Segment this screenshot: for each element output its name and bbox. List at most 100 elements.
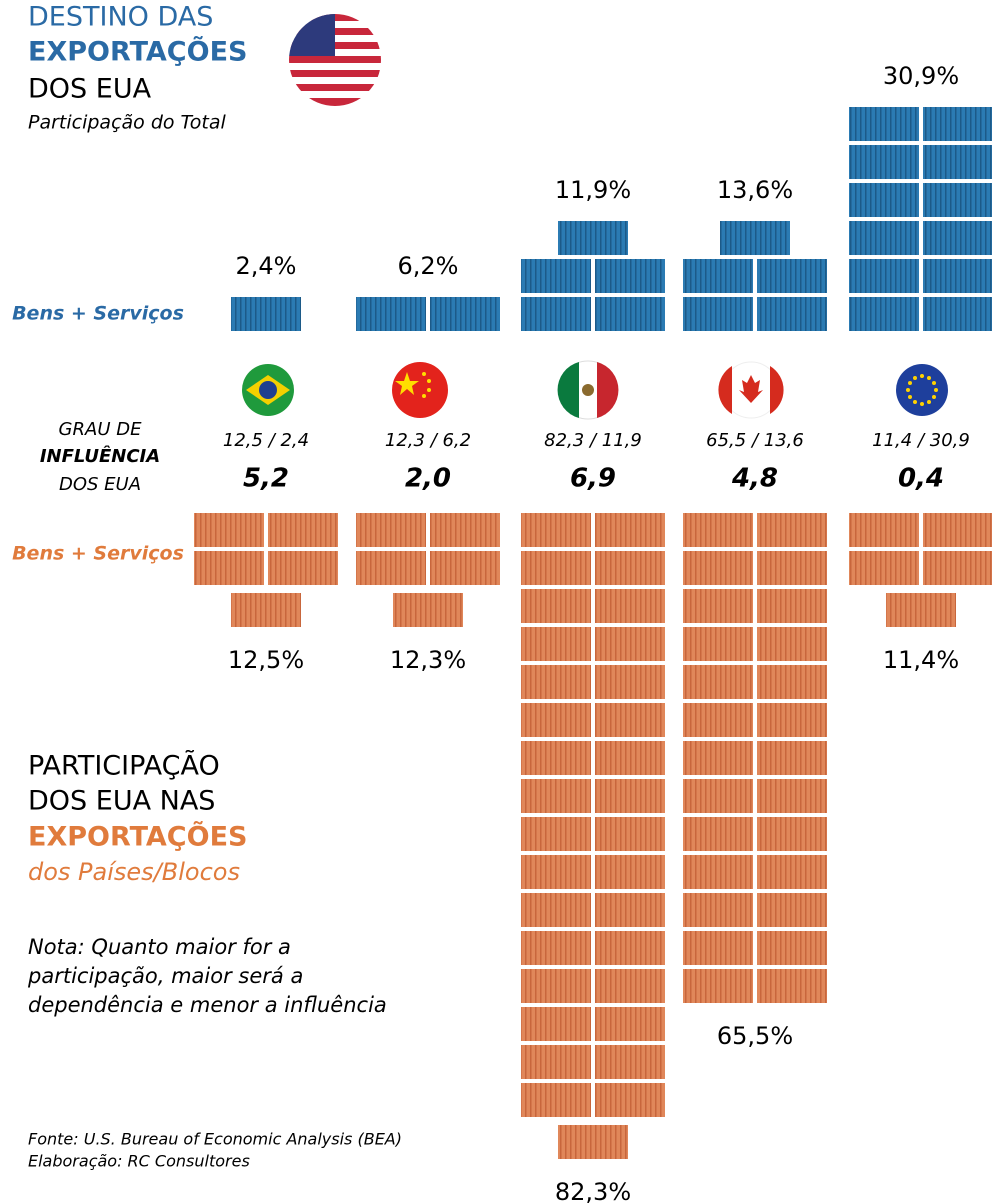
container [923, 145, 992, 179]
container [521, 259, 591, 293]
container [595, 1045, 665, 1079]
container [683, 703, 753, 737]
container [595, 893, 665, 927]
container [757, 931, 827, 965]
influence-label: 6,9 [570, 464, 616, 494]
container [356, 513, 426, 547]
container [521, 855, 591, 889]
bottom-title: DOS EUA NAS [28, 786, 215, 817]
title-line: EXPORTAÇÕES [28, 36, 247, 68]
container-stack [194, 513, 338, 627]
container [683, 551, 753, 585]
container [923, 183, 992, 217]
container [886, 593, 956, 627]
container [194, 551, 264, 585]
container [595, 589, 665, 623]
container [757, 817, 827, 851]
container [720, 221, 790, 255]
container [521, 589, 591, 623]
influence-label: 0,4 [898, 464, 944, 494]
container [595, 1083, 665, 1117]
container [923, 221, 992, 255]
ratio-label: 11,4 / 30,9 [872, 430, 970, 451]
container [923, 297, 992, 331]
value-label: 6,2% [398, 252, 459, 280]
container [849, 221, 919, 255]
container [849, 107, 919, 141]
container [683, 969, 753, 1003]
container [683, 931, 753, 965]
container [521, 297, 591, 331]
flag-brazil [242, 364, 294, 416]
container [683, 779, 753, 813]
value-label: 11,4% [883, 646, 959, 674]
value-label: 82,3% [555, 1178, 631, 1203]
flag-china [392, 362, 448, 418]
container [683, 741, 753, 775]
container [521, 703, 591, 737]
subtitle: Participação do Total [28, 112, 227, 134]
container [521, 931, 591, 965]
us-flag [289, 14, 381, 106]
container [595, 779, 665, 813]
container [595, 297, 665, 331]
container [521, 1007, 591, 1041]
container [521, 1083, 591, 1117]
container [849, 551, 919, 585]
container [757, 551, 827, 585]
flag-canada [718, 362, 783, 418]
container [521, 513, 591, 547]
container [757, 665, 827, 699]
container [595, 1007, 665, 1041]
value-label: 12,3% [390, 646, 466, 674]
container [393, 593, 463, 627]
container [595, 627, 665, 661]
container [595, 931, 665, 965]
container [521, 817, 591, 851]
container [268, 551, 338, 585]
container [430, 297, 500, 331]
container [595, 969, 665, 1003]
influence-label: 5,2 [243, 464, 289, 494]
bottom-title: dos Países/Blocos [28, 858, 240, 886]
container-stack [356, 297, 500, 331]
container-stack [849, 107, 992, 331]
container [683, 297, 753, 331]
container [595, 741, 665, 775]
container [923, 107, 992, 141]
container [558, 1125, 628, 1159]
influence-title: DOS EUA [59, 474, 141, 495]
container [683, 513, 753, 547]
container-stack [231, 297, 301, 331]
container [683, 589, 753, 623]
ratio-label: 65,5 / 13,6 [706, 430, 804, 451]
container [356, 551, 426, 585]
bottom-title: PARTICIPAÇÃO [28, 750, 220, 782]
title-line: DOS EUA [28, 74, 152, 105]
container [558, 221, 628, 255]
container-stack [683, 221, 827, 331]
container [595, 855, 665, 889]
container [595, 259, 665, 293]
container [757, 627, 827, 661]
container [683, 855, 753, 889]
container [757, 589, 827, 623]
value-label: 2,4% [236, 252, 297, 280]
influence-title: INFLUÊNCIA [40, 445, 160, 467]
influence-title: GRAU DE [59, 419, 143, 440]
container [757, 297, 827, 331]
flag-eu [896, 364, 948, 416]
container [757, 259, 827, 293]
legend-label: Bens + Serviços [12, 543, 184, 565]
container [757, 513, 827, 547]
container [757, 741, 827, 775]
source: Fonte: U.S. Bureau of Economic Analysis … [28, 1130, 402, 1149]
container [521, 779, 591, 813]
container [430, 551, 500, 585]
container [683, 627, 753, 661]
credit: Elaboração: RC Consultores [28, 1152, 250, 1171]
container [231, 593, 301, 627]
container [849, 183, 919, 217]
container [849, 297, 919, 331]
ratio-label: 12,5 / 2,4 [223, 430, 309, 451]
